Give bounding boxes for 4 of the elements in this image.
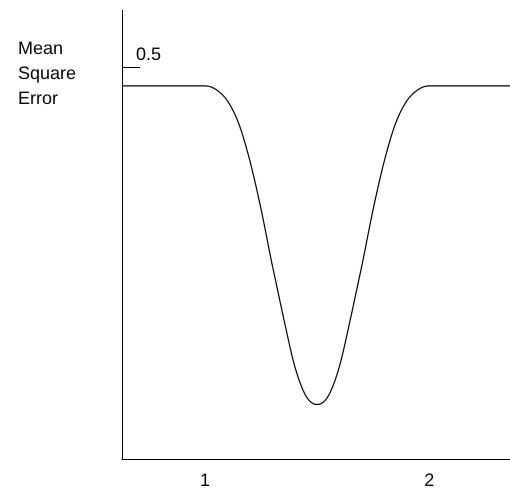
x-tick-label: 1 [200, 470, 210, 490]
x-tick-label: 2 [424, 470, 434, 490]
text: 0.5 [136, 43, 162, 66]
y-axis-title: Mean Square Error [18, 37, 78, 110]
